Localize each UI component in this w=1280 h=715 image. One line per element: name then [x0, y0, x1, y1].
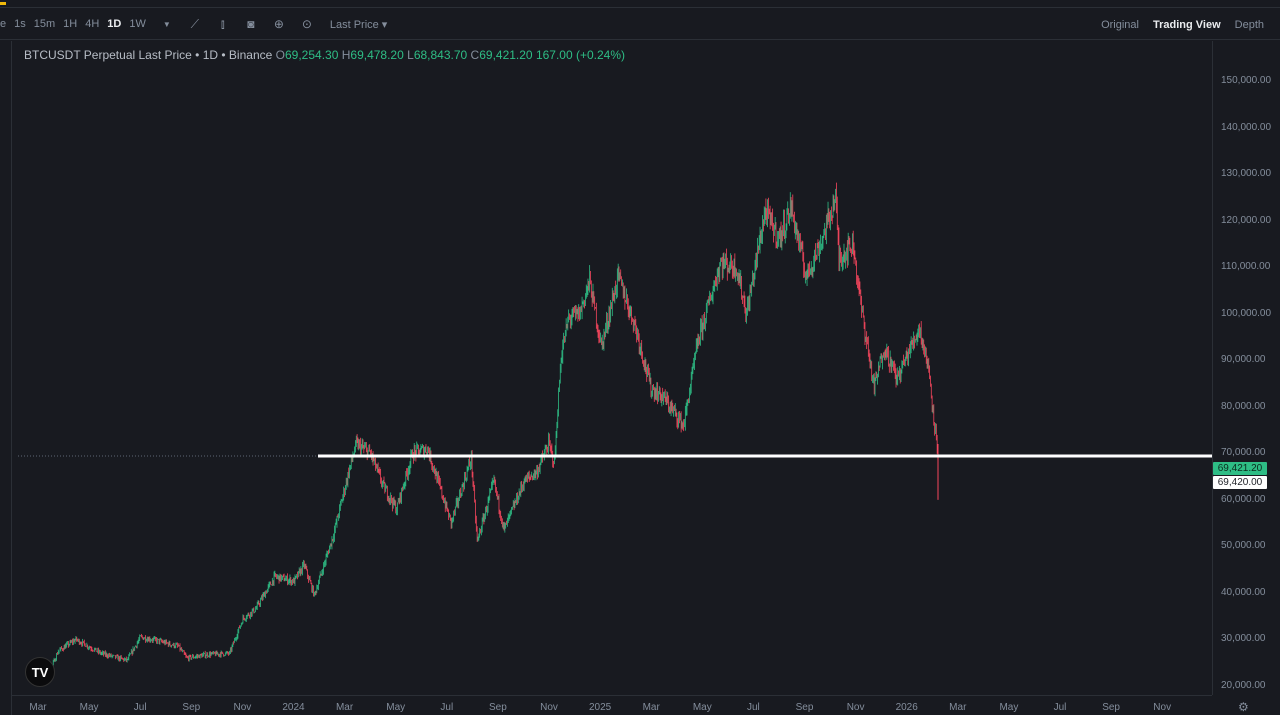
price-axis-label: 90,000.00 — [1221, 354, 1266, 366]
price-axis-label: 100,000.00 — [1221, 307, 1272, 319]
indicator-icon[interactable]: ⟋ — [190, 16, 200, 31]
time-axis-label: Mar — [29, 702, 47, 713]
time-axis-label: Mar — [642, 702, 660, 713]
price-axis-label: 40,000.00 — [1221, 586, 1266, 598]
low-label: L — [407, 48, 414, 62]
view-original[interactable]: Original — [1101, 18, 1139, 31]
timeframe-1s[interactable]: 1s — [14, 18, 26, 30]
time-axis-label: Mar — [335, 702, 354, 713]
tradingview-logo[interactable]: TV — [25, 657, 55, 687]
price-axis-label: 80,000.00 — [1221, 400, 1266, 412]
price-axis-label: 50,000.00 — [1221, 540, 1266, 552]
view-depth[interactable]: Depth — [1234, 18, 1264, 31]
time-axis-label: Mar — [949, 702, 967, 713]
price-axis-label: 30,000.00 — [1221, 633, 1266, 645]
time-axis-label: Jul — [746, 702, 760, 713]
time-axis-label: Nov — [540, 702, 558, 713]
time-axis-label: Nov — [846, 702, 865, 713]
price-type-dropdown[interactable]: Last Price ▾ — [329, 18, 388, 31]
symbol-title: BTCUSDT Perpetual Last Price • 1D • Bina… — [24, 48, 273, 62]
price-axis-label: 70,000.00 — [1221, 447, 1266, 459]
drawing-toolbar[interactable] — [0, 41, 12, 715]
price-axis-label: 60,000.00 — [1221, 493, 1266, 505]
price-axis-label: 120,000.00 — [1221, 214, 1272, 226]
time-axis-label: Sep — [795, 702, 814, 713]
timeframe-15m[interactable]: 15m — [33, 18, 56, 30]
price-axis-label: 140,000.00 — [1221, 121, 1272, 133]
time-axis-label: May — [692, 702, 712, 713]
time-axis-label: Nov — [1153, 702, 1172, 713]
candlestick-chart[interactable] — [12, 41, 1212, 695]
timeframe-1w[interactable]: 1W — [129, 18, 146, 30]
time-axis-label: Jul — [440, 702, 454, 713]
high-label: H — [341, 48, 351, 62]
time-axis-label: Jul — [133, 702, 147, 713]
price-axis-label: 20,000.00 — [1221, 680, 1266, 691]
time-axis-label: 2026 — [895, 702, 918, 713]
high-value: 69,478.20 — [350, 48, 404, 62]
plus-circle-icon[interactable]: ⊕ — [273, 17, 284, 31]
time-axis-label: Sep — [488, 702, 507, 713]
chart-toolbar: e 1s 15m 1H 4H 1D 1W ▼ ⟋ ⫾ ◙ ⊕ ⊙ Last Pr… — [0, 9, 1280, 40]
price-axis-label: 150,000.00 — [1221, 75, 1272, 86]
candle-type-icon[interactable]: ⫾ — [220, 16, 225, 31]
time-axis-label: May — [79, 702, 99, 713]
hline-price-tag: 69,420.00 — [1213, 476, 1267, 489]
change-value: 167.00 (+0.24%) — [535, 48, 626, 62]
timeframe-1h[interactable]: 1H — [63, 18, 78, 30]
time-axis-label: May — [999, 702, 1019, 713]
open-label: O — [275, 48, 285, 62]
time-axis-label: 2025 — [588, 702, 612, 713]
accent-mark — [0, 2, 6, 5]
chevron-down-icon[interactable]: ▼ — [162, 19, 171, 29]
time-axis-label: Sep — [182, 702, 201, 713]
view-switcher: Original Trading View Depth — [1101, 9, 1264, 40]
timeframe-4h[interactable]: 4H — [85, 18, 100, 30]
time-axis-label: Nov — [233, 702, 252, 713]
settings-circle-icon[interactable]: ⊙ — [301, 17, 312, 31]
price-axis-label: 130,000.00 — [1221, 168, 1272, 180]
time-axis-label: Sep — [1102, 702, 1120, 713]
price-axis[interactable]: 150,000.00 140,000.00 130,000.00 120,000.00… — [1212, 41, 1280, 695]
top-strip — [0, 0, 1280, 8]
camera-icon[interactable]: ◙ — [247, 17, 255, 31]
time-axis[interactable]: Mar May Jul Sep Nov 2024 Mar May Jul Sep Nov 2025 Ma… — [12, 695, 1212, 715]
axis-settings-icon[interactable]: ⚙ — [1238, 700, 1249, 714]
low-value: 68,843.70 — [413, 48, 468, 62]
close-label: C — [470, 48, 480, 62]
open-value: 69,254.30 — [284, 48, 339, 62]
view-trading-view[interactable]: Trading View — [1152, 18, 1221, 31]
price-axis-label: 110,000.00 — [1221, 261, 1271, 273]
time-axis-label: Jul — [1053, 702, 1067, 713]
close-value: 69,421.20 — [479, 48, 533, 62]
time-axis-label: 2024 — [282, 702, 305, 713]
last-price-tag: 69,421.20 — [1213, 462, 1267, 475]
timeframe-partial[interactable]: e — [0, 18, 7, 30]
ohlc-legend: BTCUSDT Perpetual Last Price • 1D • Bina… — [24, 48, 625, 62]
timeframe-1d[interactable]: 1D — [107, 18, 122, 30]
time-axis-label: May — [386, 702, 406, 713]
